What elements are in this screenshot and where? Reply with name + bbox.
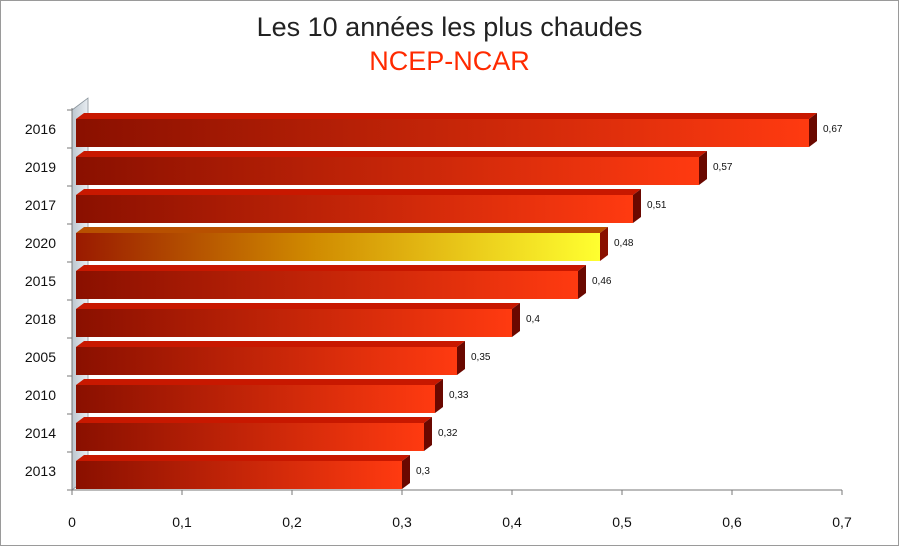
bar-front-face (76, 347, 457, 375)
bar-front-face (76, 423, 424, 451)
bar-front-face (76, 157, 699, 185)
data-label: 0,51 (647, 200, 667, 211)
chart-subtitle: NCEP-NCAR (369, 46, 530, 76)
y-tick-label: 2020 (25, 235, 56, 251)
bar-side-face (600, 227, 608, 261)
y-tick-label: 2016 (25, 121, 56, 137)
bar-side-face (435, 379, 443, 413)
bar-side-face (633, 189, 641, 223)
data-label: 0,32 (438, 428, 458, 439)
bar-2015 (76, 265, 586, 299)
x-tick-label: 0,7 (832, 514, 852, 530)
bar-front-face (76, 271, 578, 299)
y-tick-label: 2015 (25, 273, 56, 289)
bar-2013 (76, 455, 410, 489)
bar-front-face (76, 385, 435, 413)
x-tick-label: 0,2 (282, 514, 302, 530)
labels: 0 0,1 0,2 0,3 0,4 0,5 0,6 0,7 2016 0,67 2019 0,57 20… (25, 121, 852, 530)
bar-side-face (457, 341, 465, 375)
bar-front-face (76, 309, 512, 337)
y-tick-label: 2010 (25, 387, 56, 403)
y-tick-label: 2005 (25, 349, 56, 365)
bar-2019 (76, 151, 707, 185)
bar-top-face (76, 417, 432, 423)
y-tick-label: 2014 (25, 425, 56, 441)
x-tick-label: 0,1 (172, 514, 192, 530)
y-tick-label: 2017 (25, 197, 56, 213)
bar-front-face (76, 461, 402, 489)
bar-top-face (76, 227, 608, 233)
data-label: 0,48 (614, 238, 634, 249)
bars (76, 113, 817, 489)
x-tick-label: 0,4 (502, 514, 522, 530)
bar-front-face (76, 233, 600, 261)
x-tick-label: 0,5 (612, 514, 632, 530)
bar-front-face (76, 195, 633, 223)
bar-top-face (76, 265, 586, 271)
bar-top-face (76, 189, 641, 195)
bar-side-face (402, 455, 410, 489)
data-label: 0,57 (713, 162, 733, 173)
y-tick-label: 2019 (25, 159, 56, 175)
data-label: 0,4 (526, 314, 540, 325)
bar-side-face (578, 265, 586, 299)
bar-top-face (76, 455, 410, 461)
data-label: 0,3 (416, 466, 430, 477)
bar-top-face (76, 379, 443, 385)
y-tick-label: 2013 (25, 463, 56, 479)
bar-side-face (512, 303, 520, 337)
bar-2014 (76, 417, 432, 451)
bar-front-face (76, 119, 809, 147)
bar-2010 (76, 379, 443, 413)
bar-top-face (76, 113, 817, 119)
bar-top-face (76, 341, 465, 347)
bar-side-face (699, 151, 707, 185)
bar-2020 (76, 227, 608, 261)
x-tick-label: 0,6 (722, 514, 742, 530)
data-label: 0,35 (471, 352, 491, 363)
data-label: 0,33 (449, 390, 469, 401)
data-label: 0,46 (592, 276, 612, 287)
x-tick-label: 0 (68, 514, 76, 530)
bar-2018 (76, 303, 520, 337)
bar-2017 (76, 189, 641, 223)
bar-top-face (76, 151, 707, 157)
bar-2005 (76, 341, 465, 375)
bar-top-face (76, 303, 520, 309)
chart-title: Les 10 années les plus chaudes (256, 12, 643, 42)
bar-side-face (809, 113, 817, 147)
data-label: 0,67 (823, 124, 843, 135)
x-tick-label: 0,3 (392, 514, 412, 530)
bar-2016 (76, 113, 817, 147)
y-tick-label: 2018 (25, 311, 56, 327)
bar-side-face (424, 417, 432, 451)
